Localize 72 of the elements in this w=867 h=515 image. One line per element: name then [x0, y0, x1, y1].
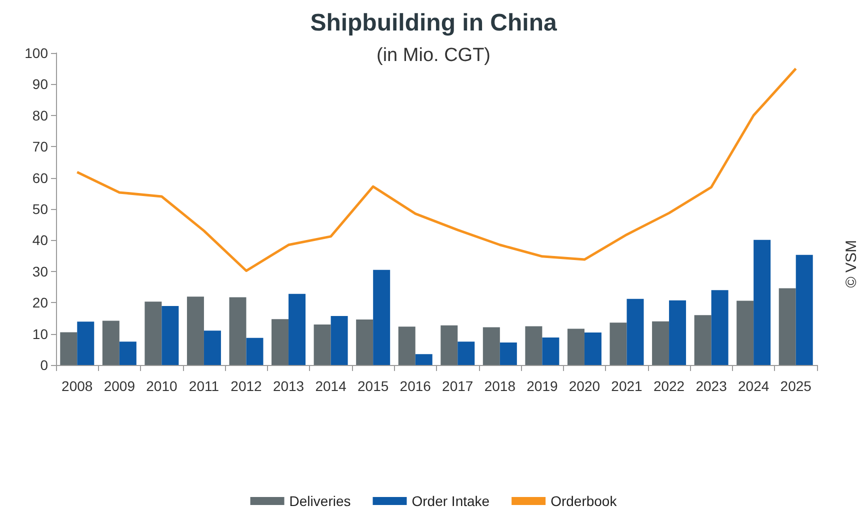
bar — [440, 325, 458, 365]
y-tick-label: 50 — [32, 201, 48, 217]
bar — [204, 330, 221, 365]
y-tick-label: 20 — [32, 294, 48, 311]
x-tick-label: 2011 — [188, 378, 220, 394]
chart-title: Shipbuilding in China — [310, 10, 558, 36]
x-tick-label: 2019 — [526, 378, 558, 394]
x-tick-label: 2012 — [230, 378, 262, 394]
bar — [246, 338, 264, 365]
y-tick-label: 100 — [24, 45, 48, 61]
bar — [669, 300, 686, 365]
x-tick-label: 2018 — [484, 378, 516, 394]
y-tick-label: 60 — [32, 170, 48, 186]
bar — [711, 290, 728, 365]
x-tick-label: 2014 — [315, 378, 347, 394]
bar — [458, 342, 475, 365]
bar — [652, 321, 670, 365]
x-tick-label: 2009 — [104, 378, 136, 394]
bar — [542, 338, 560, 365]
bar — [610, 322, 627, 365]
line-series — [76, 67, 798, 272]
y-tick-label: 30 — [32, 263, 48, 280]
bar — [229, 297, 246, 365]
bar — [288, 294, 306, 365]
bar — [796, 254, 813, 365]
bar — [60, 332, 78, 365]
x-tick-label: 2025 — [780, 378, 812, 394]
x-tick-label: 2008 — [62, 378, 93, 394]
bar — [102, 320, 120, 365]
bar — [330, 316, 348, 365]
bar — [77, 322, 94, 365]
x-tick-label: 2022 — [653, 378, 685, 394]
x-tick-label: 2017 — [442, 378, 474, 394]
bar — [482, 327, 500, 365]
y-tick-label: 10 — [32, 326, 48, 342]
bar — [567, 328, 584, 365]
x-tick-label: 2023 — [696, 378, 728, 394]
legend-label: Orderbook — [550, 493, 618, 509]
bar — [525, 326, 542, 365]
bar — [186, 296, 204, 365]
legend-label: Order Intake — [412, 493, 490, 509]
y-tick-label: 70 — [32, 138, 48, 155]
bar — [314, 324, 331, 365]
bar — [144, 302, 162, 365]
x-tick-label: 2013 — [272, 378, 304, 394]
x-tick-label: 2020 — [568, 378, 600, 394]
bar — [356, 319, 374, 365]
bar — [272, 319, 289, 365]
bar — [373, 270, 390, 365]
bar — [754, 240, 771, 365]
bar — [415, 354, 432, 365]
x-tick-label: 2021 — [611, 378, 643, 394]
x-tick-label: 2010 — [146, 378, 178, 394]
y-tick-label: 0 — [40, 357, 48, 373]
bar — [626, 298, 644, 365]
bar — [398, 326, 416, 365]
legend-label: Deliveries — [289, 493, 351, 509]
chart-subtitle: (in Mio. CGT) — [376, 45, 490, 66]
bar — [119, 342, 136, 365]
bar — [778, 288, 796, 365]
bar — [500, 342, 517, 365]
y-tick-label: 90 — [32, 76, 48, 92]
bar — [162, 306, 179, 365]
text: © VSM — [843, 240, 860, 288]
x-tick-label: 2016 — [400, 378, 432, 394]
bar — [736, 300, 754, 365]
y-tick-label: 80 — [32, 107, 48, 124]
x-tick-label: 2015 — [358, 378, 389, 394]
bar — [584, 332, 602, 365]
bar — [694, 315, 712, 365]
x-tick-label: 2024 — [738, 378, 770, 394]
y-tick-label: 40 — [32, 232, 48, 248]
